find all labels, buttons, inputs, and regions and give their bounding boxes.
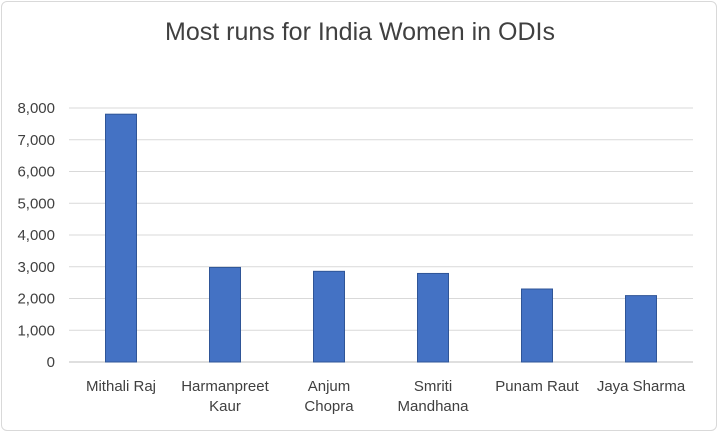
x-category-label: Anjum Chopra: [304, 378, 354, 415]
y-tick-label: 6,000: [17, 164, 55, 181]
chart-title: Most runs for India Women in ODIs: [165, 18, 555, 46]
y-tick-label: 0: [47, 354, 55, 371]
bar: [521, 288, 553, 363]
x-category-label: Mithali Raj: [86, 378, 156, 395]
bar: [313, 270, 345, 363]
y-tick-label: 7,000: [17, 132, 55, 149]
x-category-label: Jaya Sharma: [597, 378, 686, 395]
y-tick-label: 8,000: [17, 100, 55, 117]
bar: [417, 272, 449, 363]
x-category-label: Smriti Mandhana: [398, 378, 470, 415]
bar: [209, 266, 241, 363]
grid-lines: [69, 107, 693, 363]
y-axis-tick-labels: 0 1,000 2,000 3,000 4,000 5,000 6,000 7,000 8,00…: [17, 100, 55, 371]
y-tick-label: 5,000: [17, 195, 55, 212]
x-category-label: Harmanpreet Kaur: [181, 378, 269, 415]
y-tick-label: 2,000: [17, 291, 55, 308]
x-category-label: Punam Raut: [495, 378, 579, 395]
x-axis-category-labels: Mithali Raj Harmanpreet Kaur Anjum Chopra Smr…: [86, 378, 686, 415]
bar: [625, 295, 657, 363]
bars: [105, 113, 657, 363]
y-tick-label: 4,000: [17, 227, 55, 244]
y-tick-label: 3,000: [17, 259, 55, 276]
bar: [105, 113, 137, 363]
y-tick-label: 1,000: [17, 322, 55, 339]
